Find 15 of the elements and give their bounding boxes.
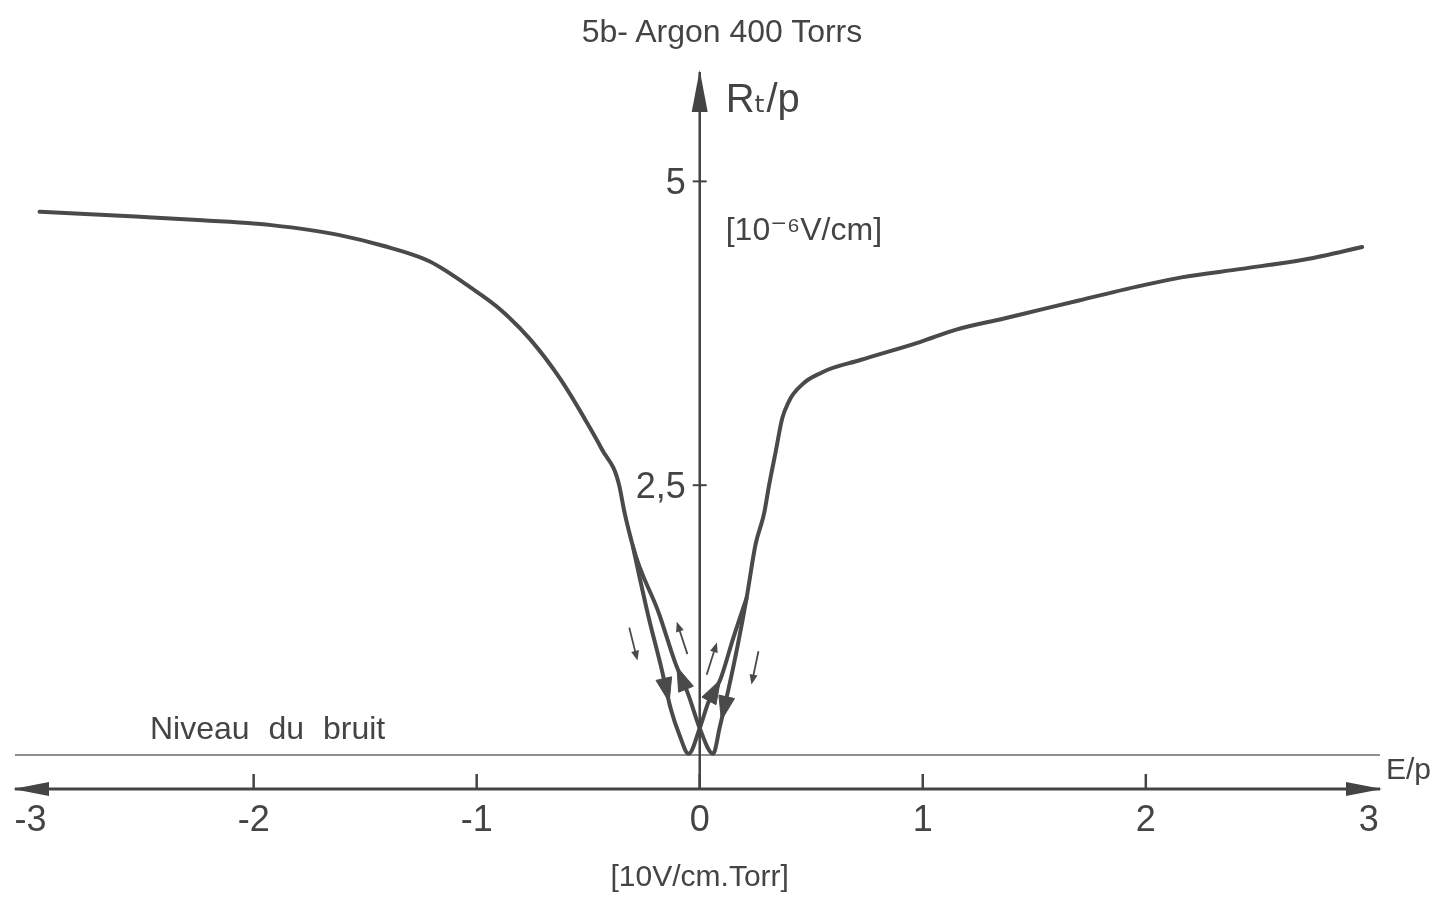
x-tick-label: -2 bbox=[237, 798, 270, 839]
x-tick-label: -3 bbox=[14, 798, 47, 839]
x-tick-label: 0 bbox=[689, 798, 710, 839]
y-tick-label: 2,5 bbox=[635, 464, 686, 506]
x-tick-label: 3 bbox=[1358, 798, 1379, 839]
y-axis-title: Rₜ/p bbox=[725, 76, 800, 120]
x-tick-label: 2 bbox=[1135, 798, 1156, 839]
x-tick-label: -1 bbox=[460, 798, 493, 839]
chart-title: 5b- Argon 400 Torrs bbox=[581, 13, 863, 49]
x-tick-label: 1 bbox=[912, 798, 933, 839]
y-tick-label: 5 bbox=[665, 160, 686, 202]
text: [10V/cm.Torr] bbox=[610, 859, 789, 892]
ref-line-label: Niveau du bruit bbox=[150, 709, 386, 746]
x-axis-title: E/p bbox=[1386, 752, 1432, 785]
annotation: [10⁻⁶V/cm] bbox=[725, 211, 883, 247]
